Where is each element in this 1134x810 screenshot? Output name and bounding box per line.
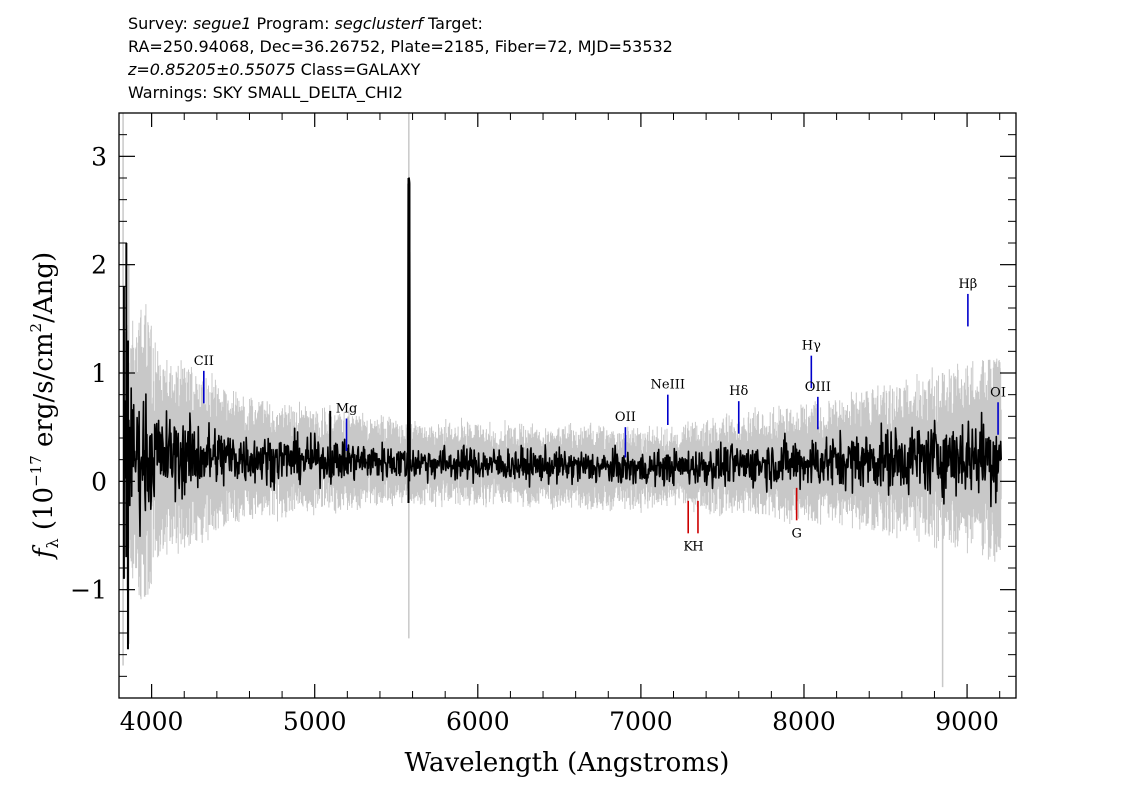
- emission-line-label: Hδ: [729, 384, 748, 399]
- emission-line-label: Mg: [336, 402, 358, 417]
- y-tick-label: 3: [91, 142, 107, 171]
- absorption-line-label: H: [692, 539, 703, 554]
- absorption-line-label: K: [683, 539, 693, 554]
- y-tick-label: 0: [91, 467, 107, 496]
- header-line-redshift: z=0.85205±0.55075 Class=GALAXY: [128, 58, 673, 81]
- y-tick-label: −1: [70, 576, 107, 605]
- error-series: [122, 113, 1002, 688]
- redshift-value: z=0.85205±0.55075: [128, 60, 296, 79]
- x-tick-label: 8000: [772, 707, 836, 736]
- spectral-line-markers: CII Mg OII NeIII Hδ Hγ OIII Hβ OI K H G: [194, 277, 1006, 554]
- target-label: Target:: [422, 14, 483, 33]
- y-axis-title: fλ (10−17 erg/s/cm2/Ang): [27, 252, 62, 560]
- x-tick-label: 4000: [120, 707, 184, 736]
- spectrum-header: Survey: segue1 Program: segclusterf Targ…: [128, 12, 673, 104]
- y-tick-label: 1: [91, 359, 107, 388]
- x-tick-label: 5000: [283, 707, 347, 736]
- program-value: segclusterf: [334, 14, 423, 33]
- header-line-survey: Survey: segue1 Program: segclusterf Targ…: [128, 12, 673, 35]
- flux-line: [123, 177, 1002, 537]
- header-line-coordinates: RA=250.94068, Dec=36.26752, Plate=2185, …: [128, 37, 673, 56]
- emission-line-label: CII: [194, 354, 214, 369]
- axis-ticks: [118, 112, 1016, 698]
- y-tick-label: 2: [91, 251, 107, 280]
- x-axis-title: Wavelength (Angstroms): [405, 748, 730, 778]
- emission-line-label: OII: [615, 410, 636, 425]
- header-line-warnings: Warnings: SKY SMALL_DELTA_CHI2: [128, 83, 403, 102]
- x-tick-labels: 4000 5000 6000 7000 8000 9000: [120, 707, 999, 736]
- emission-line-label: Hγ: [802, 339, 821, 354]
- y-axis-title-prefix: (10: [29, 487, 59, 539]
- flux-series: [122, 177, 1002, 650]
- y-axis-title-subscript: λ: [43, 538, 62, 548]
- plot-frame: [118, 112, 1017, 699]
- x-tick-label: 7000: [609, 707, 673, 736]
- y-axis-title-units: erg/s/cm: [29, 332, 59, 455]
- absorption-line-label: G: [791, 526, 801, 541]
- survey-value: segue1: [192, 14, 252, 33]
- emission-line-label: Hβ: [958, 277, 977, 292]
- program-label: Program:: [251, 14, 335, 33]
- x-tick-label: 9000: [935, 707, 999, 736]
- y-axis-title-exponent-2: 2: [27, 323, 45, 333]
- class-value: Class=GALAXY: [295, 60, 421, 79]
- emission-line-label: NeIII: [651, 378, 685, 393]
- y-tick-labels: −1 0 1 2 3: [70, 142, 107, 604]
- y-axis-title-exponent: −17: [27, 455, 45, 487]
- emission-line-label: OIII: [805, 380, 831, 395]
- x-tick-label: 6000: [446, 707, 510, 736]
- y-axis-title-suffix: /Ang): [29, 252, 59, 323]
- emission-line-label: OI: [990, 385, 1006, 400]
- survey-label: Survey:: [128, 14, 193, 33]
